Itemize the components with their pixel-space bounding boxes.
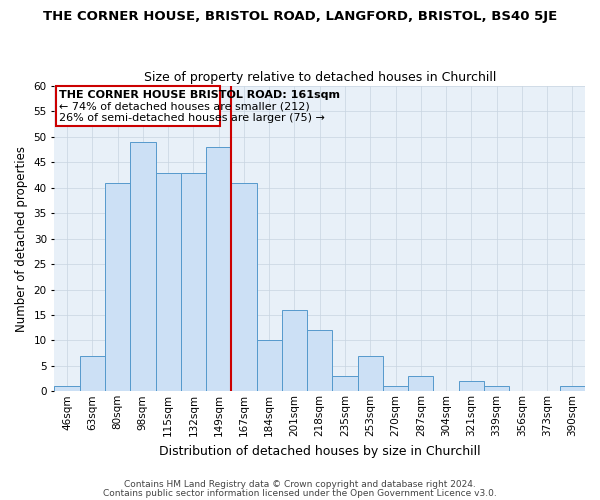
Bar (206, 147, 231, 392)
Text: THE CORNER HOUSE BRISTOL ROAD: 161sqm: THE CORNER HOUSE BRISTOL ROAD: 161sqm (59, 90, 340, 100)
Bar (155, 172, 181, 392)
Title: Size of property relative to detached houses in Churchill: Size of property relative to detached ho… (143, 70, 496, 84)
Text: THE CORNER HOUSE, BRISTOL ROAD, LANGFORD, BRISTOL, BS40 5JE: THE CORNER HOUSE, BRISTOL ROAD, LANGFORD… (43, 10, 557, 23)
Text: ← 74% of detached houses are smaller (212): ← 74% of detached houses are smaller (21… (59, 102, 310, 112)
Bar (130, 142, 155, 392)
Text: Contains HM Land Registry data © Crown copyright and database right 2024.: Contains HM Land Registry data © Crown c… (124, 480, 476, 489)
Bar (458, 381, 484, 392)
Bar (105, 182, 130, 392)
Bar (231, 182, 257, 392)
Bar (484, 386, 509, 392)
Y-axis label: Number of detached properties: Number of detached properties (15, 146, 28, 332)
Bar (560, 386, 585, 392)
Bar (332, 376, 358, 392)
Bar (257, 340, 282, 392)
Text: Contains public sector information licensed under the Open Government Licence v3: Contains public sector information licen… (103, 488, 497, 498)
Bar (408, 376, 433, 392)
Bar (358, 356, 383, 392)
X-axis label: Distribution of detached houses by size in Churchill: Distribution of detached houses by size … (159, 444, 481, 458)
Bar (55, 386, 80, 392)
Bar (181, 172, 206, 392)
Bar (383, 386, 408, 392)
Bar (307, 330, 332, 392)
Bar (282, 310, 307, 392)
Bar (80, 356, 105, 392)
FancyBboxPatch shape (56, 86, 220, 126)
Text: 26% of semi-detached houses are larger (75) →: 26% of semi-detached houses are larger (… (59, 112, 325, 122)
